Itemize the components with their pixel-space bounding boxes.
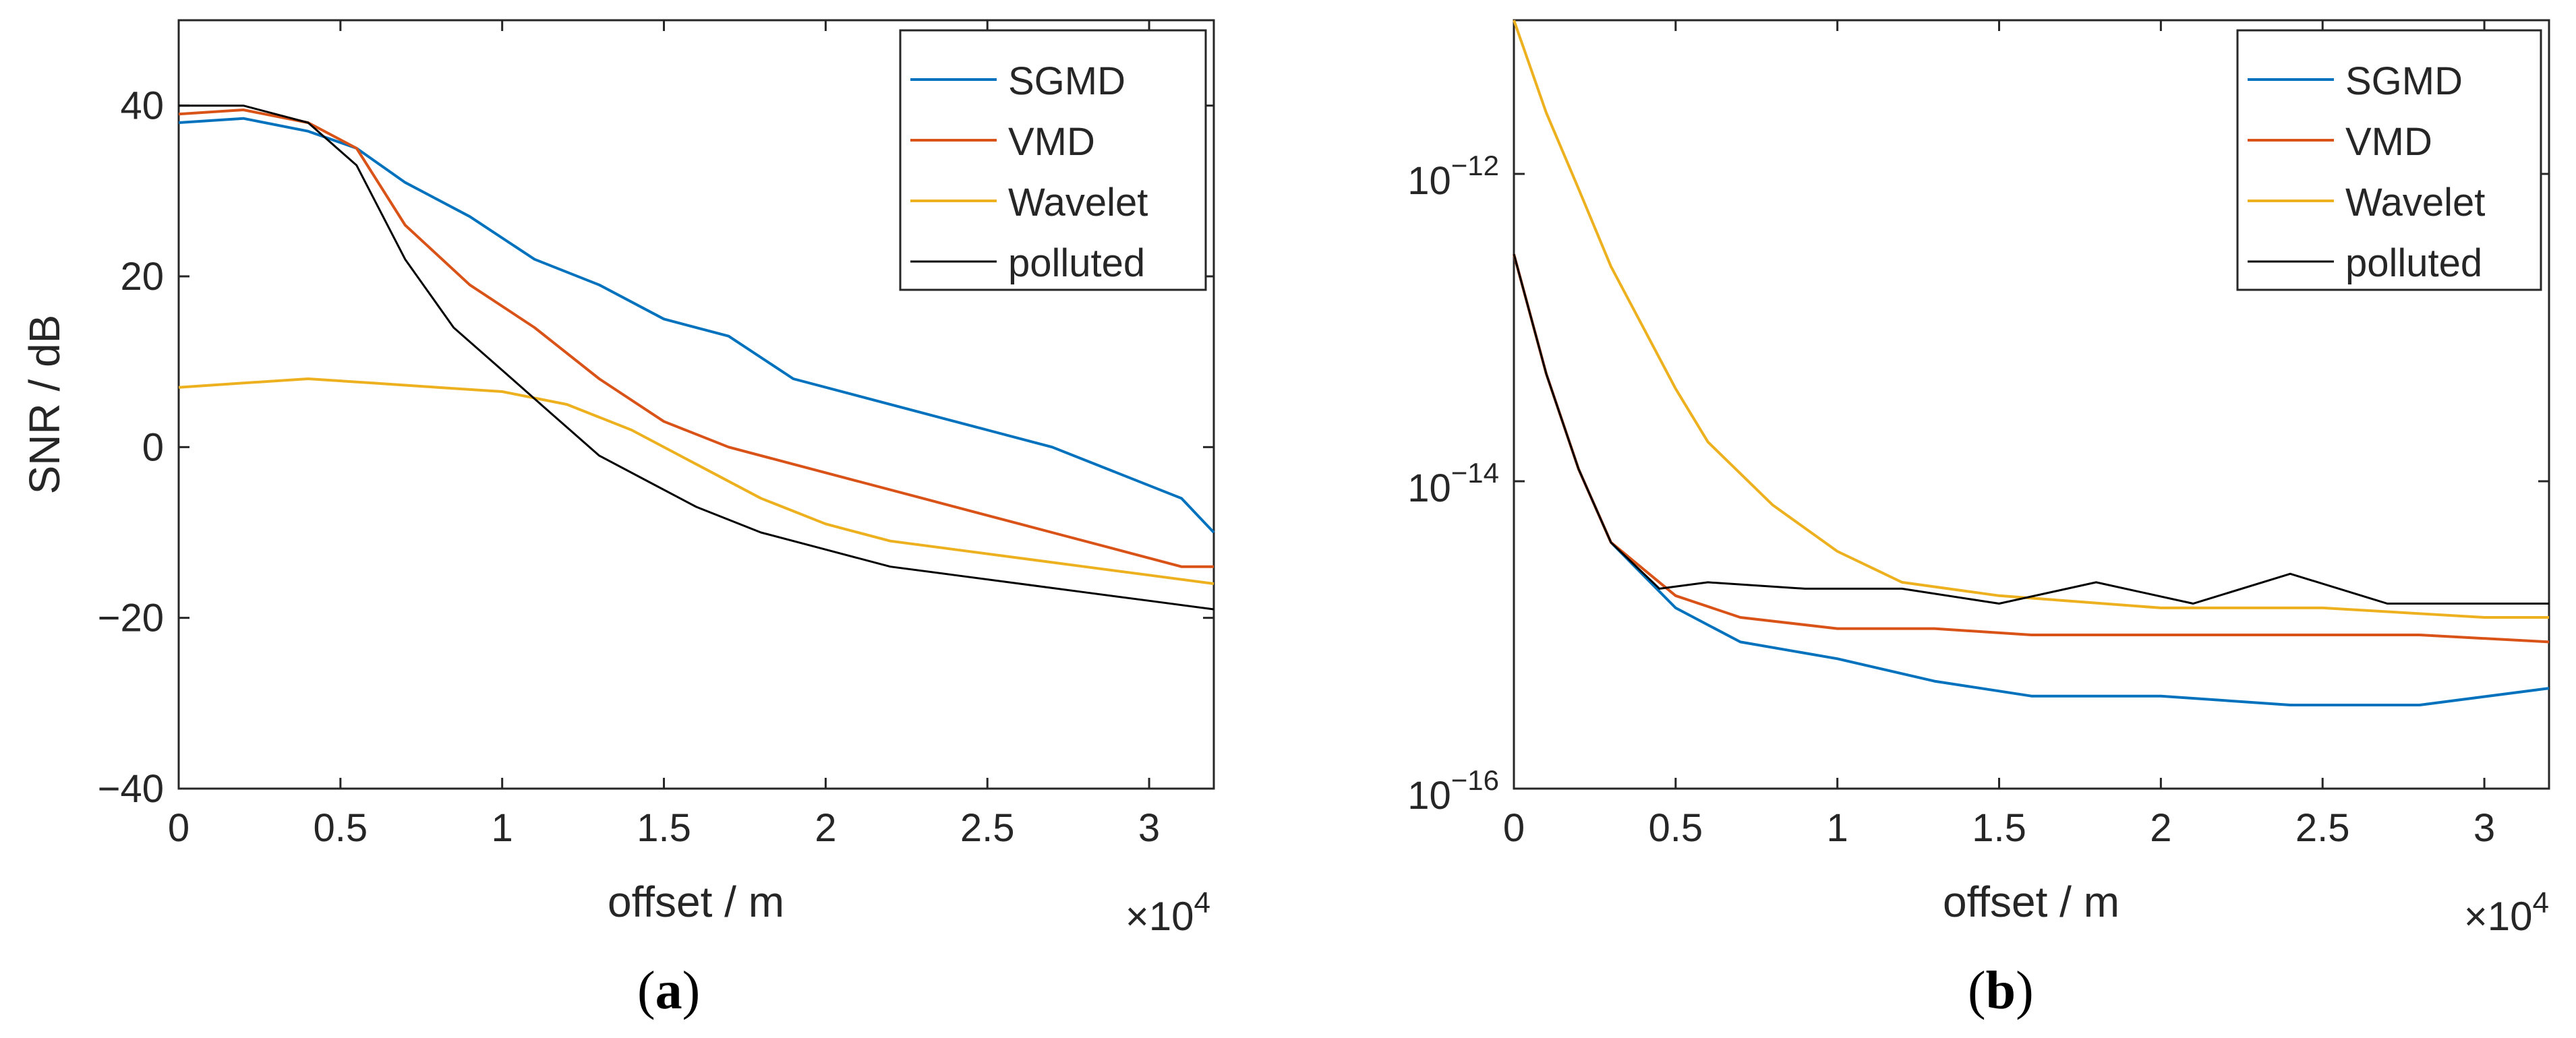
x-tick-label: 2 xyxy=(2150,806,2171,850)
x-tick-label: 2.5 xyxy=(960,806,1015,850)
y-tick-label: 20 xyxy=(120,255,164,299)
x-tick-label: 1.5 xyxy=(1972,806,2026,850)
x-tick-label: 0.5 xyxy=(1649,806,1703,850)
y-tick-label: 10−14 xyxy=(1407,457,1499,510)
chart-panel-a: −40 −20 0 20 40 0 0.5 1 1.5 2 2.5 3 offset / m SNR… xyxy=(20,19,1215,939)
series-line-polluted-b xyxy=(1513,253,2549,605)
legend-label-wavelet-b: Wavelet xyxy=(2345,181,2485,224)
legend-b: SGMD VMD Wavelet polluted xyxy=(2236,29,2542,291)
y-tick-label: 40 xyxy=(120,84,164,128)
x-tick-label: 2.5 xyxy=(2295,806,2350,850)
x-tick-label: 2 xyxy=(815,806,836,850)
x-multiplier-a: ×104 xyxy=(1125,886,1210,939)
legend-label-vmd-b: VMD xyxy=(2345,120,2432,164)
chart-panel-b: 10−16 10−14 10−12 0 0.5 1 1.5 2 2.5 3 offset / m… xyxy=(1407,19,2550,939)
caption-b: (b) xyxy=(1968,961,2034,1020)
series-line-wavelet-b xyxy=(1513,20,2549,619)
legend-box-a xyxy=(899,29,1207,291)
legend-box-b xyxy=(2236,29,2542,291)
y-tick-label: −20 xyxy=(98,597,164,640)
caption-letter-b: b xyxy=(1985,961,2016,1020)
x-tick-label: 1.5 xyxy=(637,806,691,850)
legend-label-polluted-a: polluted xyxy=(1008,241,1145,285)
caption-a: (a) xyxy=(637,961,701,1020)
series-lines-a xyxy=(178,104,1215,611)
series-line-wavelet-a xyxy=(178,377,1214,585)
legend-label-sgmd-b: SGMD xyxy=(2345,59,2463,103)
legend-a: SGMD VMD Wavelet polluted xyxy=(899,29,1207,291)
x-axis-ticks-b: 0 0.5 1 1.5 2 2.5 3 xyxy=(1503,20,2495,850)
legend-label-polluted-b: polluted xyxy=(2345,241,2482,285)
y-axis-ticks-a: −40 −20 0 20 40 xyxy=(98,84,1214,811)
series-line-polluted-a xyxy=(179,104,1214,611)
caption-letter-a: a xyxy=(655,961,682,1020)
y-axis-ticks-b: 10−16 10−14 10−12 xyxy=(1407,150,2549,818)
y-tick-label: 10−16 xyxy=(1407,764,1499,818)
y-axis-label-a: SNR / dB xyxy=(20,315,69,495)
x-tick-label: 0 xyxy=(168,806,189,850)
legend-label-sgmd-a: SGMD xyxy=(1008,59,1125,103)
x-tick-label: 1 xyxy=(1827,806,1848,850)
x-tick-label: 3 xyxy=(1138,806,1160,850)
x-axis-label-b: offset / m xyxy=(1943,878,2119,926)
x-tick-label: 0.5 xyxy=(314,806,368,850)
x-axis-label-a: offset / m xyxy=(608,878,784,926)
y-tick-label: 10−12 xyxy=(1407,150,1499,203)
x-tick-label: 0 xyxy=(1503,806,1525,850)
series-line-vmd-a xyxy=(178,109,1214,568)
x-tick-label: 3 xyxy=(2473,806,2495,850)
y-tick-label: 0 xyxy=(142,425,164,469)
legend-label-wavelet-a: Wavelet xyxy=(1008,181,1148,224)
series-lines-b xyxy=(1513,20,2550,706)
x-axis-ticks-a: 0 0.5 1 1.5 2 2.5 3 xyxy=(168,20,1160,850)
x-multiplier-b: ×104 xyxy=(2464,886,2549,939)
y-tick-label: −40 xyxy=(98,767,164,811)
x-tick-label: 1 xyxy=(492,806,513,850)
legend-label-vmd-a: VMD xyxy=(1008,120,1095,164)
